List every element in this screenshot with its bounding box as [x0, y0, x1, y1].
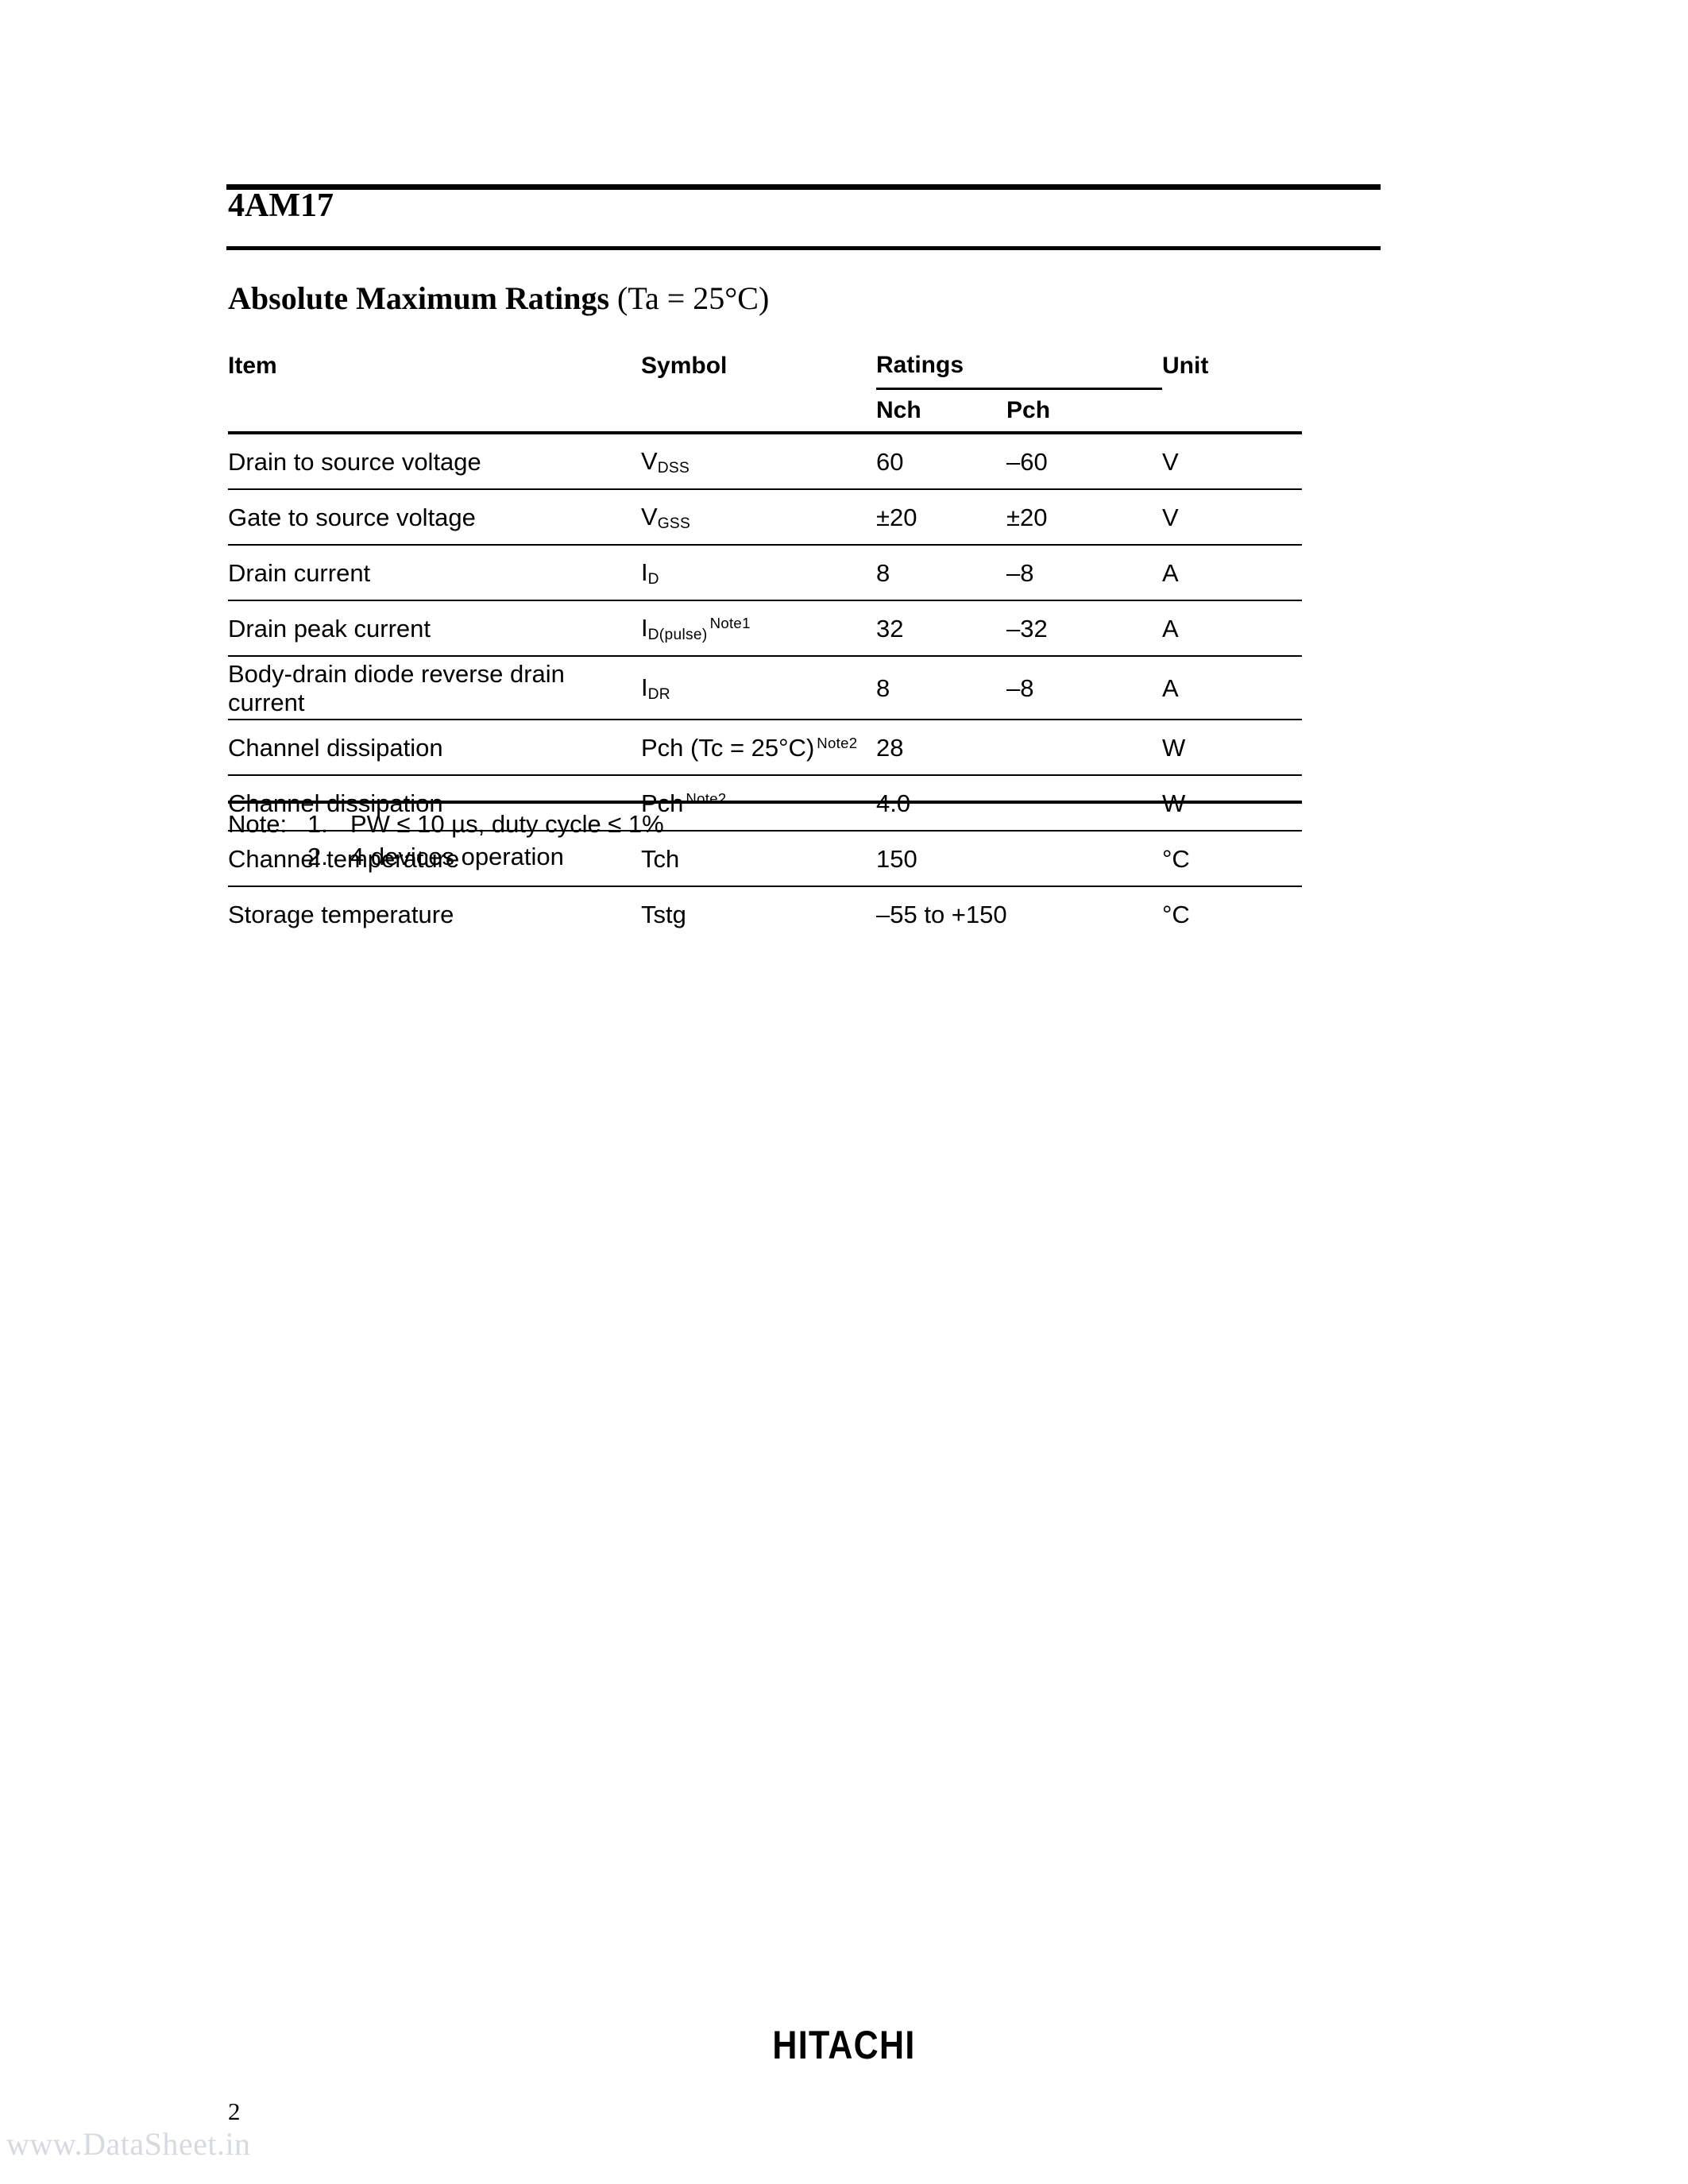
table-row: Channel dissipation Pch (Tc = 25°C) Note2 2… [228, 719, 1302, 775]
cell-unit: °C [1162, 886, 1302, 941]
cell-rating-merged: 150 [876, 830, 1162, 886]
symbol-subscript: GSS [657, 515, 691, 533]
cell-rating-merged: 28 [876, 719, 1162, 775]
column-header-symbol-spacer [641, 389, 876, 434]
cell-symbol: Pch (Tc = 25°C) Note2 [641, 719, 876, 775]
cell-symbol: VDSS [641, 431, 876, 489]
column-header-pch: Pch [1006, 397, 1051, 423]
table-body: Drain to source voltage VDSS 60 –60 V Gate to… [228, 431, 1302, 941]
cell-rating-pch: –32 [1006, 600, 1162, 656]
table-header-row-secondary: Nch Pch [228, 389, 1302, 434]
note-text-2: 4 devices operation [350, 842, 564, 870]
page-title: 4AM17 [228, 187, 334, 224]
section-heading-condition-text: (Ta = 25°C) [617, 280, 770, 316]
cell-item: Body-drain diode reverse drain current [228, 655, 641, 720]
cell-item: Drain to source voltage [228, 431, 641, 489]
cell-unit: A [1162, 600, 1302, 656]
cell-rating-nch: 8 [876, 655, 1006, 720]
hitachi-logo: HITACHI [772, 2023, 916, 2067]
table-header-row-primary: Item Symbol Ratings Unit [228, 343, 1302, 390]
cell-unit: °C [1162, 830, 1302, 886]
symbol-note-marker: Note1 [709, 615, 751, 632]
table-row: Storage temperature Tstg –55 to +150 °C [228, 886, 1302, 941]
note-text-1: PW ≤ 10 µs, duty cycle ≤ 1% [350, 810, 664, 838]
column-header-nch: Nch [876, 397, 921, 423]
symbol-subscript: D(pulse) [647, 627, 708, 644]
notes-block: Note: 1. PW ≤ 10 µs, duty cycle ≤ 1% 2. … [228, 808, 664, 874]
table-row: Drain current ID 8 –8 A [228, 544, 1302, 600]
cell-rating-nch: 32 [876, 600, 1006, 656]
note-number-2: 2. [307, 842, 328, 870]
column-header-ratings: Ratings [876, 343, 1162, 390]
cell-rating-pch: ±20 [1006, 488, 1162, 545]
cell-rating-nch: ±20 [876, 488, 1006, 545]
table-row: Channel temperature Tch 150 °C [228, 830, 1302, 886]
symbol-note-marker: Note2 [686, 790, 727, 808]
cell-item: Storage temperature [228, 886, 641, 941]
note-line-2: 2. 4 devices operation [228, 841, 664, 874]
cell-rating-nch: 60 [876, 431, 1006, 489]
table-row: Drain to source voltage VDSS 60 –60 V [228, 431, 1302, 489]
cell-rating-pch: –8 [1006, 655, 1162, 720]
cell-unit: V [1162, 488, 1302, 545]
cell-unit: V [1162, 431, 1302, 489]
cell-symbol: ID(pulse)Note1 [641, 600, 876, 656]
table-bottom-rule [228, 801, 1302, 804]
cell-item: Channel temperature [228, 830, 641, 886]
column-header-unit-spacer [1162, 389, 1302, 434]
notes-label-spacer [228, 841, 307, 874]
table-row: Drain peak current ID(pulse)Note1 32 –32 A [228, 600, 1302, 656]
absolute-maximum-ratings-table: Item Symbol Ratings Unit Nch Pch Drain t… [228, 343, 1302, 941]
table-row: Gate to source voltage VGSS ±20 ±20 V [228, 488, 1302, 545]
header-rule-top [226, 184, 1381, 190]
column-header-item: Item [228, 352, 277, 379]
cell-symbol: Tstg [641, 886, 876, 941]
section-heading-title: Absolute Maximum Ratings [228, 280, 610, 316]
note-line-1: Note: 1. PW ≤ 10 µs, duty cycle ≤ 1% [228, 808, 664, 841]
cell-item: Gate to source voltage [228, 488, 641, 545]
cell-item: Drain peak current [228, 600, 641, 656]
cell-symbol: IDR [641, 655, 876, 720]
cell-item: Channel dissipation [228, 719, 641, 775]
symbol-subscript: DR [647, 686, 670, 704]
note-number-1: 1. [307, 810, 328, 838]
column-header-symbol: Symbol [641, 352, 728, 379]
cell-rating-pch: –8 [1006, 544, 1162, 600]
section-heading-condition [609, 280, 617, 316]
page-number: 2 [228, 2097, 241, 2125]
cell-unit: A [1162, 544, 1302, 600]
watermark: www.DataSheet.in [6, 2126, 251, 2162]
symbol-subscript: DSS [657, 460, 690, 477]
cell-rating-pch: –60 [1006, 431, 1162, 489]
cell-item: Drain current [228, 544, 641, 600]
table-row: Body-drain diode reverse drain current ID… [228, 655, 1302, 720]
symbol-note-marker: Note2 [817, 735, 858, 752]
cell-unit: A [1162, 655, 1302, 720]
cell-symbol: ID [641, 544, 876, 600]
cell-rating-nch: 8 [876, 544, 1006, 600]
cell-symbol: VGSS [641, 488, 876, 545]
column-header-item-spacer [228, 389, 641, 434]
column-header-unit: Unit [1162, 352, 1209, 379]
cell-symbol: Tch [641, 830, 876, 886]
section-heading: Absolute Maximum Ratings (Ta = 25°C) [228, 283, 769, 314]
header-rule-bottom [226, 246, 1381, 250]
cell-unit: W [1162, 719, 1302, 775]
symbol-subscript: D [647, 571, 659, 588]
cell-rating-merged: –55 to +150 [876, 886, 1162, 941]
notes-label: Note: [228, 810, 288, 838]
